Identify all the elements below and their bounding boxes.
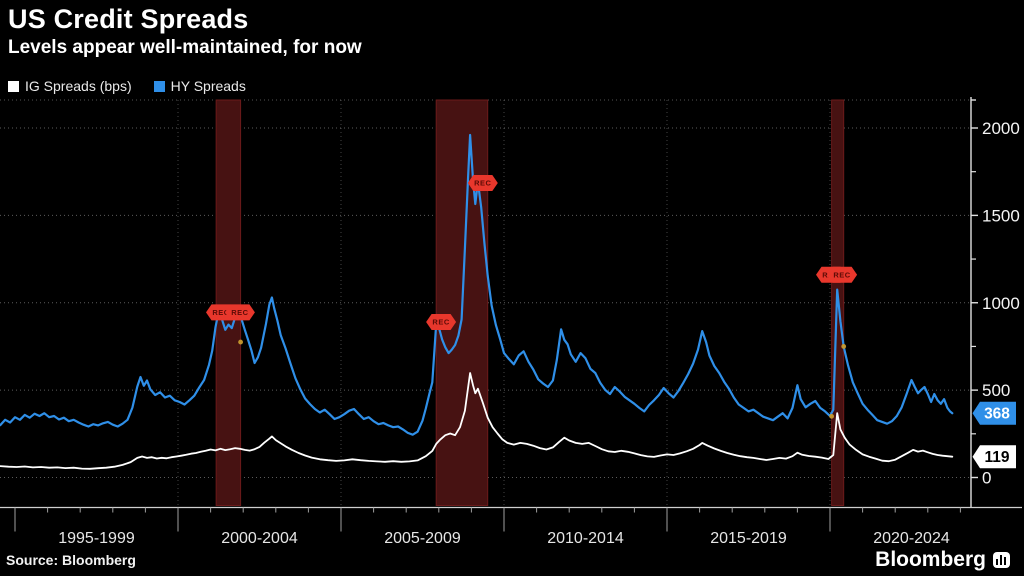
hy-spreads-line [0,133,954,436]
ig-spreads-line [0,372,954,470]
x-axis-group-label: 2010-2014 [547,530,624,547]
rec-tag-label: REC [231,308,248,317]
y-axis-label: 1000 [982,294,1020,313]
source-credit: Source: Bloomberg [6,552,136,568]
y-axis: 0 500 1000 1500 2000 [970,97,1020,508]
rec-tag-label: REC [474,179,491,188]
rec-tag [827,266,858,283]
x-axis-group-label: 2005-2009 [384,530,461,547]
rec-tag [426,314,457,330]
value-tags: 368 119 [972,401,1016,469]
recession-band [215,99,242,506]
y-axis-label: 500 [982,381,1010,400]
rec-tag [467,175,498,191]
rec-tag [224,304,255,321]
x-axis-group-label: 1995-1999 [58,530,135,547]
legend-item-hy: HY Spreads [153,78,246,94]
legend-item-ig: IG Spreads (bps) [8,78,132,94]
last-value-tag-label: 119 [984,449,1009,466]
bloomberg-wordmark: Bloomberg [875,548,986,571]
legend: IG Spreads (bps) HY Spreads [8,78,246,94]
bloomberg-logo: Bloomberg [875,548,1010,572]
x-axis-group-label: 2015-2019 [710,530,787,547]
rec-tag-label: REC [833,270,850,279]
last-value-tag [972,445,1016,469]
last-value-tag-label: 368 [984,406,1010,423]
recession-bands [215,99,845,506]
rec-tag-label: REC [432,318,449,327]
y-axis-label: 2000 [982,119,1020,138]
page-title: US Credit Spreads [8,4,249,34]
bloomberg-bars-icon [993,552,1010,568]
recession-edge-dot [841,344,847,349]
last-value-tag [972,401,1016,425]
recession-markers: RECRECRECRECRECREC [206,175,858,419]
legend-label-hy: HY Spreads [170,78,246,94]
recession-edge-dot [238,339,243,345]
x-axis-group-label: 2000-2004 [221,530,298,547]
y-axis-label: 0 [982,469,991,488]
ig-swatch-icon [8,80,19,92]
y-axis-label: 1500 [982,206,1020,225]
recession-edge-dot [829,413,835,419]
hy-swatch-icon [153,80,165,92]
x-axis: 1995-1999 2000-2004 2005-2009 2010-2014 2015… [0,506,1022,547]
rec-tag-label: REC [212,308,229,317]
page-subtitle: Levels appear well-maintained, for now [8,37,362,58]
legend-label-ig: IG Spreads (bps) [25,78,132,94]
series-lines [0,133,954,470]
x-axis-group-label: 2020-2024 [873,530,950,547]
